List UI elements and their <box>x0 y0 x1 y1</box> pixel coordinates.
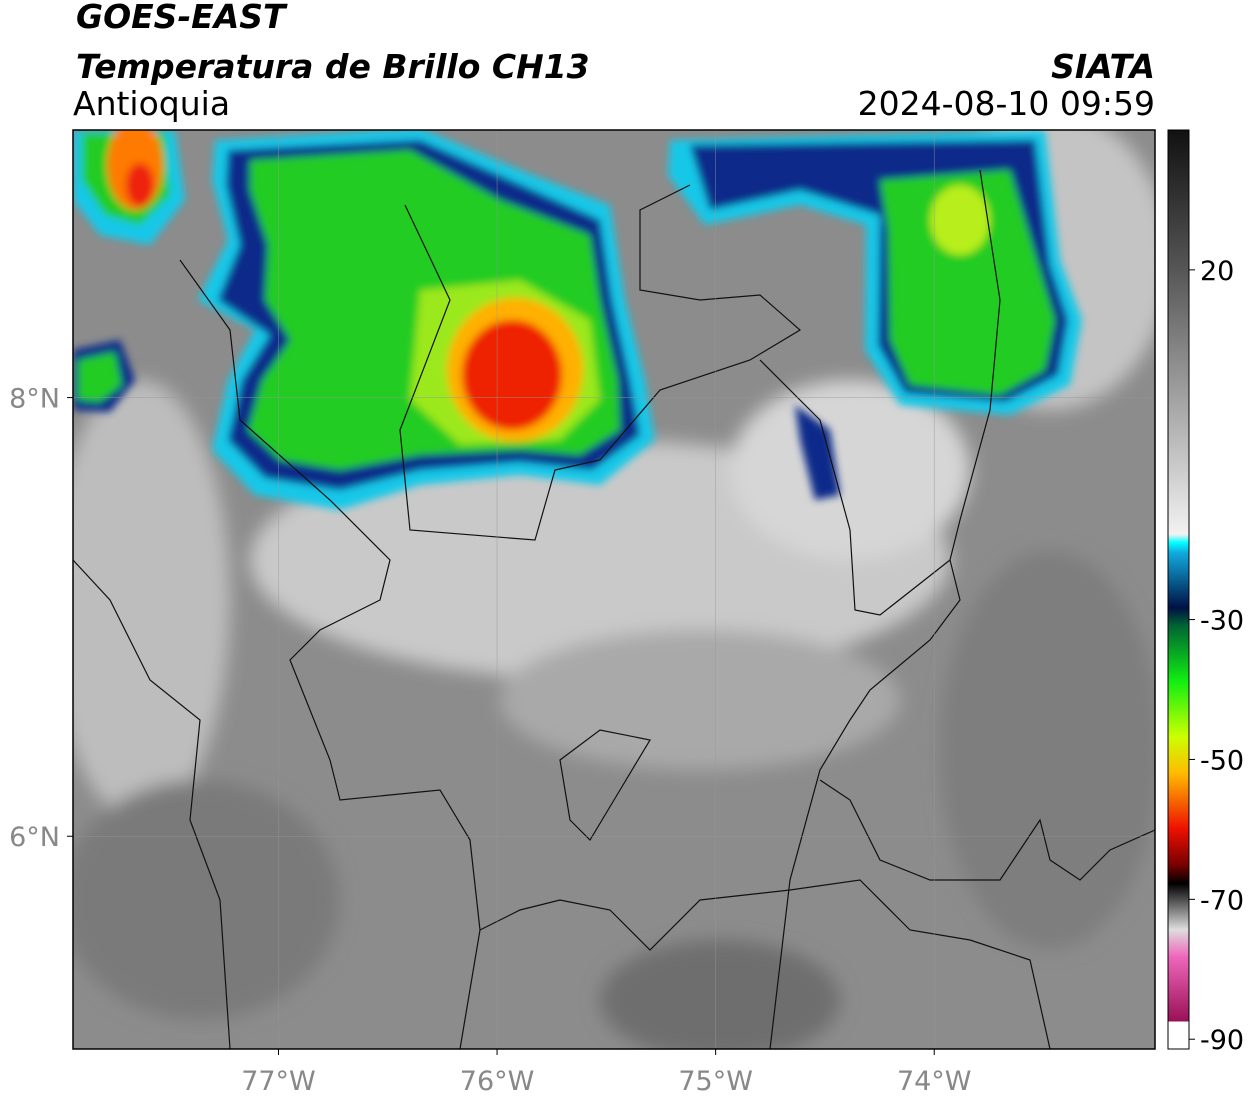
colorbar-label: -70 <box>1200 885 1244 916</box>
title: GOES-EAST <box>76 0 288 36</box>
lon-label: 76°W <box>460 1066 535 1097</box>
satellite-image <box>73 130 1155 1049</box>
map-frame <box>72 129 1156 1050</box>
lat-label: 8°N <box>9 384 60 415</box>
colorbar-label: -30 <box>1200 606 1244 637</box>
colorbar <box>1167 129 1190 1050</box>
subtitle: Temperatura de Brillo CH13 <box>76 47 590 86</box>
region: Antioquia <box>73 84 230 123</box>
lon-label: 75°W <box>678 1066 753 1097</box>
colorbar-label: 20 <box>1200 256 1234 287</box>
colorbar-label: -90 <box>1200 1025 1244 1056</box>
lon-label: 77°W <box>241 1066 316 1097</box>
source: SIATA <box>1051 47 1155 86</box>
colorbar-label: -50 <box>1200 745 1244 776</box>
graticule <box>73 130 1155 1049</box>
lat-label: 6°N <box>9 822 60 853</box>
datetime: 2024-08-10 09:59 <box>858 84 1155 123</box>
lon-label: 74°W <box>897 1066 972 1097</box>
